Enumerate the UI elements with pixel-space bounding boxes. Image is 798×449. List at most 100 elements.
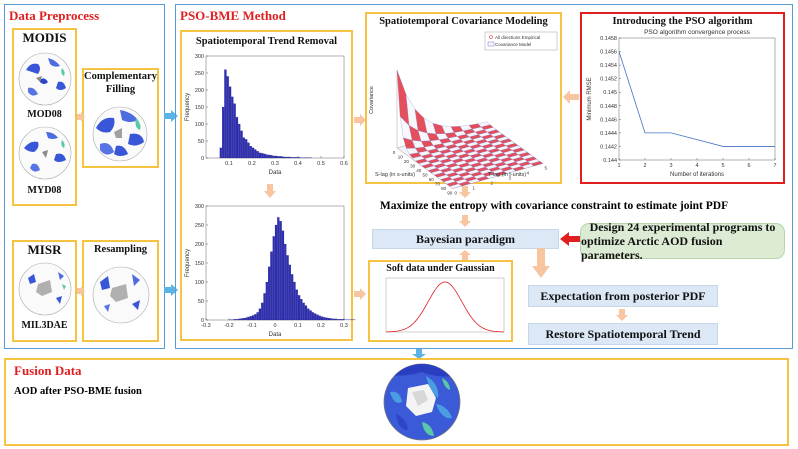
arrow-pso-to-covariance: [563, 90, 579, 104]
histogram-bar: [279, 221, 282, 321]
histogram-bar: [219, 147, 222, 159]
complementary-filling-map: [92, 106, 148, 162]
histogram-bar: [265, 281, 268, 321]
pso-chart-title: PSO algorithm convergence process: [644, 29, 751, 36]
histogram-bar: [337, 319, 340, 321]
arrow-trend-to-covariance: [354, 114, 366, 126]
histogram-bar: [341, 319, 344, 321]
x-tick-label: 1: [617, 163, 620, 169]
gaussian-curve-chart: [385, 277, 505, 333]
histogram-bar: [242, 318, 245, 321]
covariance-title: Spatiotemporal Covariance Modeling: [379, 16, 548, 27]
histogram-bar: [272, 236, 275, 321]
histogram-bar: [272, 155, 275, 159]
y-tick-label: 50: [198, 139, 204, 145]
histogram-bar: [295, 289, 298, 321]
x-tick-label: 0.5: [317, 161, 325, 167]
histogram-bar: [293, 157, 296, 159]
y-axis-label: Minimum RMSE: [587, 77, 593, 120]
histogram-bar: [240, 130, 243, 159]
s-lag-tick-label: 80: [441, 186, 447, 191]
histogram-bar: [307, 308, 310, 321]
legend-box: [484, 31, 558, 51]
arrow-preprocess-to-pso-lower: [164, 284, 178, 296]
arrow-hist-down: [264, 184, 276, 198]
mil3dae-label: MIL3DAE: [21, 320, 68, 331]
t-lag-tick-label: 4: [527, 171, 530, 176]
y-tick-label: 250: [195, 71, 204, 77]
histogram-bar: [251, 147, 255, 159]
y-tick-label: 0.1444: [600, 131, 617, 137]
histogram-bar: [254, 314, 257, 321]
arrow-covariance-down: [459, 186, 471, 198]
histogram-upper-chart: 0.1 0.2 0.3 0.4 0.5 0.6 0 50 100 150 200 250 300 Data…: [185, 54, 348, 176]
y-tick-label: 200: [195, 242, 204, 248]
y-tick-label: 50: [198, 299, 204, 305]
histogram-bar: [231, 96, 234, 159]
histogram-bar: [300, 299, 303, 321]
y-tick-label: 100: [195, 122, 204, 128]
legend-marker-model: [487, 41, 495, 47]
histogram-bar: [286, 156, 289, 159]
histogram-bar: [235, 117, 239, 159]
convergence-line: [618, 51, 775, 147]
fusion-aod-map: [383, 363, 461, 441]
histogram-bar: [247, 142, 250, 159]
histogram-bar: [284, 243, 287, 321]
histogram-bar: [325, 317, 328, 321]
trend-removal-title: Spatiotemporal Trend Removal: [195, 36, 338, 47]
t-lag-tick-label: 3: [509, 176, 512, 181]
x-axis-label: Data: [269, 332, 282, 338]
x-tick-label: -0.3: [201, 323, 210, 329]
histogram-bar: [222, 106, 225, 159]
x-tick-label: 0.6: [340, 161, 348, 167]
arrow-design-to-bayesian: [560, 232, 580, 246]
surface-cell: [477, 121, 491, 128]
x-tick-label: 4: [695, 163, 698, 169]
expectation-band: Expectation from posterior PDF: [528, 285, 718, 307]
x-tick-label: 5: [721, 163, 724, 169]
design-line-2: optimize Arctic AOD fusion parameters.: [581, 234, 723, 262]
arrow-misr-to-resampling: [77, 286, 85, 296]
s-lag-axis-label: S-lag (in s-units): [375, 172, 415, 178]
y-tick-label: 0.144: [603, 158, 617, 164]
histogram-bar: [309, 310, 312, 321]
y-tick-label: 150: [195, 105, 204, 111]
modis-label: MODIS: [22, 30, 67, 45]
x-tick-label: 0.3: [340, 323, 348, 329]
histogram-bar: [270, 251, 273, 321]
mil3dae-map: [18, 262, 72, 316]
y-tick-label: 0.1454: [600, 63, 617, 69]
x-tick-label: 2: [643, 163, 646, 169]
bayesian-paradigm-band: Bayesian paradigm: [372, 229, 559, 249]
histogram-bar: [263, 293, 266, 321]
x-tick-label: 0.4: [294, 161, 302, 167]
histogram-bar: [261, 302, 264, 321]
design-line-1: Design 24 experimental programs to: [589, 220, 776, 234]
histogram-bar: [268, 266, 271, 321]
histogram-bar: [327, 318, 331, 321]
histogram-bar: [291, 157, 294, 159]
histogram-bar: [251, 315, 255, 321]
histogram-bar: [302, 302, 305, 321]
covariance-axis-label: Covariance: [369, 86, 375, 114]
histogram-bar: [279, 156, 282, 159]
histogram-bar: [268, 154, 271, 159]
arrow-maximize-down: [459, 215, 471, 227]
y-tick-label: 0.1458: [600, 36, 617, 42]
resampling-label: Resampling: [93, 244, 148, 255]
histogram-bar: [291, 274, 294, 321]
pso-bme-title: PSO-BME Method: [180, 8, 286, 23]
histogram-bar: [254, 149, 257, 159]
histogram-bar: [235, 319, 239, 321]
histogram-bar: [284, 156, 287, 159]
s-lag-tick-label: 40: [416, 168, 422, 173]
y-axis-label: Frequency: [185, 249, 191, 277]
s-lag-tick-label: 50: [422, 173, 428, 178]
misr-label: MISR: [27, 242, 62, 257]
histogram-bar: [304, 305, 308, 321]
s-lag-tick-label: 30: [410, 164, 416, 169]
s-lag-tick-label: 10: [398, 155, 404, 160]
histogram-bar: [314, 313, 317, 321]
t-lag-tick-label: 1: [473, 186, 476, 191]
